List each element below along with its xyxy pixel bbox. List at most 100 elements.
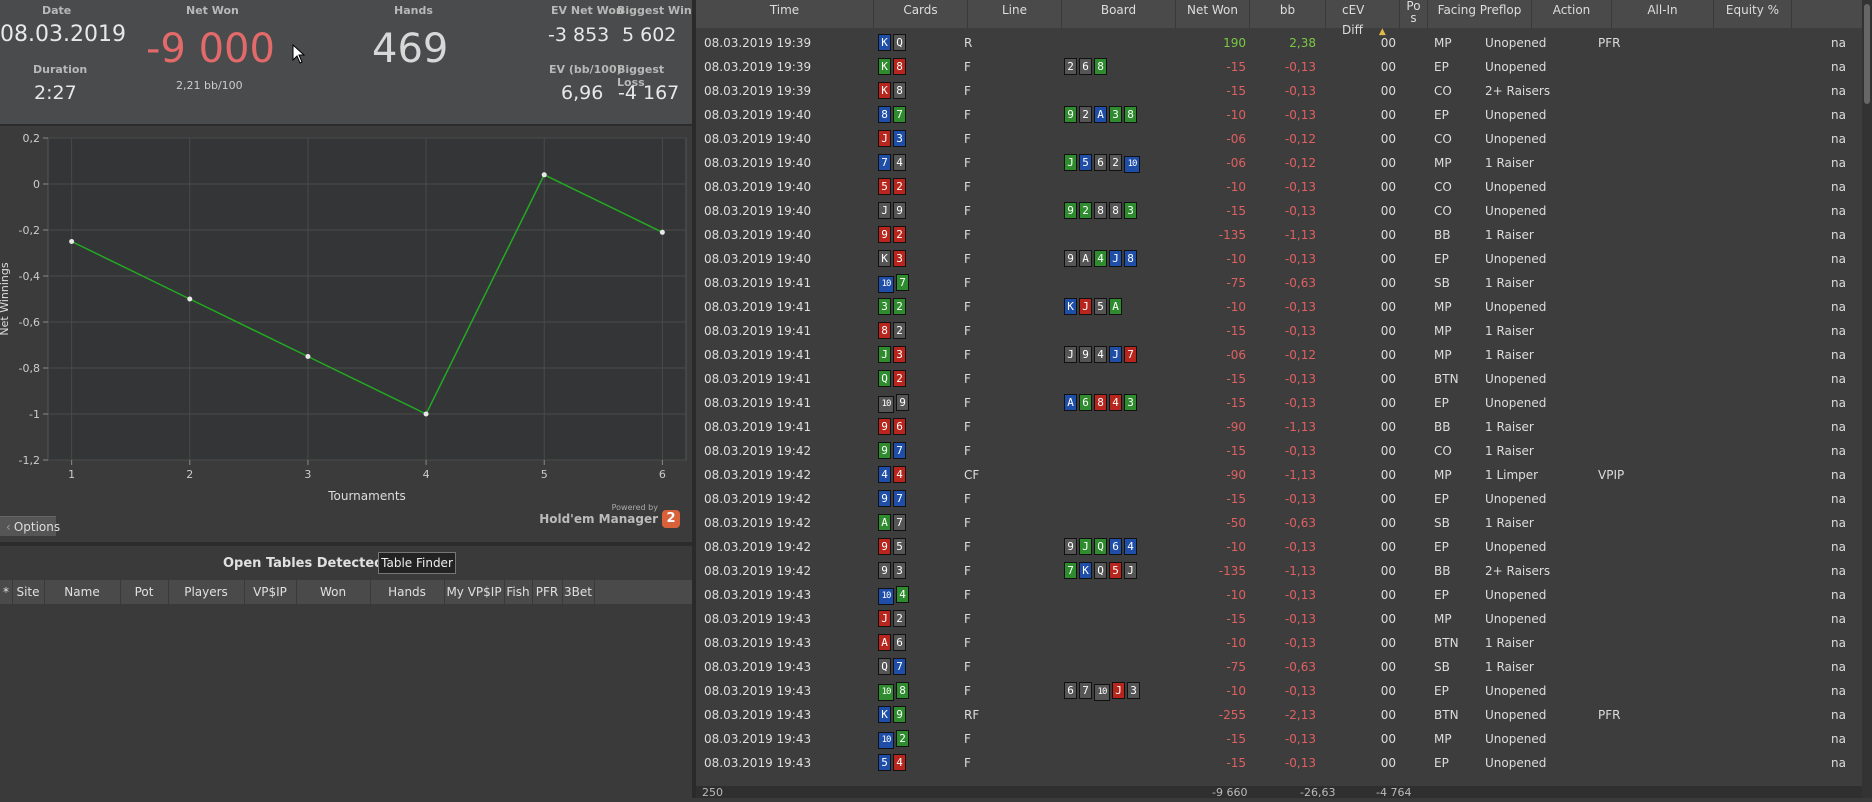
playing-card: 5 — [1109, 562, 1122, 579]
x-tick-label: 6 — [659, 468, 666, 481]
table-row[interactable]: 08.03.2019 19:42 9 5 F 9 J Q 6 4 -10 -0,13 00 EP Unop… — [696, 535, 1862, 559]
col-my-vpip[interactable]: My VP$IP — [444, 580, 505, 604]
table-row[interactable]: 08.03.2019 19:40 K 3 F 9 A 4 J 8 -10 -0,13 00 EP Unop… — [696, 247, 1862, 271]
table-row[interactable]: 08.03.2019 19:39 K 8 F 2 6 8 -15 -0,13 00 EP Unopen… — [696, 55, 1862, 79]
table-row[interactable]: 08.03.2019 19:40 J 9 F 9 2 8 8 3 -15 -0,13 00 CO Unop… — [696, 199, 1862, 223]
table-row[interactable]: 08.03.2019 19:43 10 4 F -10 -0,13 00 EP Unopened… — [696, 583, 1862, 607]
col-star[interactable]: * — [0, 580, 13, 604]
cell-time: 08.03.2019 19:41 — [704, 372, 812, 386]
cell-line: F — [964, 444, 971, 458]
table-row[interactable]: 08.03.2019 19:40 J 3 F -06 -0,12 00 CO Unopened n… — [696, 127, 1862, 151]
cell-facing-preflop: Unopened — [1485, 36, 1547, 50]
cell-action: PFR — [1598, 708, 1621, 722]
table-row[interactable]: 08.03.2019 19:41 10 9 F A 6 8 4 3 -15 -0,13 00 EP Uno… — [696, 391, 1862, 415]
y-tick-label: 0,2 — [23, 132, 41, 145]
cell-hole-cards: 10 8 — [878, 682, 911, 701]
table-row[interactable]: 08.03.2019 19:43 K 9 RF -255 -2,13 00 BTN Unopen… — [696, 703, 1862, 727]
table-row[interactable]: 08.03.2019 19:41 Q 2 F -15 -0,13 00 BTN Unopened… — [696, 367, 1862, 391]
col-bb[interactable]: bb — [1250, 0, 1326, 28]
product-name: Hold'em Manager — [539, 512, 658, 526]
table-row[interactable]: 08.03.2019 19:42 A 7 F -50 -0,63 00 SB 1 Raiser n… — [696, 511, 1862, 535]
table-row[interactable]: 08.03.2019 19:43 A 6 F -10 -0,13 00 BTN 1 Raiser… — [696, 631, 1862, 655]
vertical-scrollbar[interactable] — [1862, 0, 1872, 798]
cell-equity: na — [1831, 468, 1846, 482]
col-pfr[interactable]: PFR — [532, 580, 563, 604]
col-name[interactable]: Name — [44, 580, 121, 604]
playing-card: 3 — [1127, 682, 1140, 699]
table-row[interactable]: 08.03.2019 19:43 J 2 F -15 -0,13 00 MP Unopened n… — [696, 607, 1862, 631]
playing-card: 10 — [878, 276, 894, 293]
col-3bet[interactable]: 3Bet — [562, 580, 595, 604]
table-row[interactable]: 08.03.2019 19:43 Q 7 F -75 -0,63 00 SB 1 Raiser n… — [696, 655, 1862, 679]
biggest-win-label: Biggest Win — [617, 4, 692, 17]
cell-facing-preflop: 1 Limper — [1485, 468, 1539, 482]
playing-card: J — [1109, 250, 1122, 267]
options-button[interactable]: ‹ Options — [0, 516, 60, 536]
table-row[interactable]: 08.03.2019 19:40 8 7 F 9 2 A 3 8 -10 -0,13 00 EP Unop… — [696, 103, 1862, 127]
col-board[interactable]: Board — [1062, 0, 1176, 28]
playing-card: 7 — [893, 106, 906, 123]
scrollbar-thumb[interactable] — [1864, 4, 1870, 104]
table-row[interactable]: 08.03.2019 19:40 9 2 F -135 -1,13 00 BB 1 Raiser… — [696, 223, 1862, 247]
table-row[interactable]: 08.03.2019 19:43 10 8 F 6 7 10 J 3 -10 -0,13 00 EP Un… — [696, 679, 1862, 703]
col-fish[interactable]: Fish — [504, 580, 533, 604]
cell-bb: -0,63 — [1284, 516, 1316, 530]
cell-equity: na — [1831, 492, 1846, 506]
table-row[interactable]: 08.03.2019 19:40 5 2 F -10 -0,13 00 CO Unopened n… — [696, 175, 1862, 199]
col-cev-diff[interactable]: cEV Diff ▲ — [1326, 0, 1400, 37]
table-row[interactable]: 08.03.2019 19:43 10 2 F -15 -0,13 00 MP Unopened… — [696, 727, 1862, 751]
cell-position: CO — [1434, 180, 1452, 194]
col-line[interactable]: Line — [968, 0, 1062, 28]
table-row[interactable]: 08.03.2019 19:42 9 7 F -15 -0,13 00 CO 1 Raiser n… — [696, 439, 1862, 463]
table-row[interactable]: 08.03.2019 19:39 K 8 F -15 -0,13 00 CO 2+ Raiser… — [696, 79, 1862, 103]
table-row[interactable]: 08.03.2019 19:41 9 6 F -90 -1,13 00 BB 1 Raiser n… — [696, 415, 1862, 439]
data-point — [305, 354, 311, 359]
cell-facing-preflop: 1 Raiser — [1485, 156, 1534, 170]
cell-bb: -1,13 — [1284, 468, 1316, 482]
table-row[interactable]: 08.03.2019 19:41 10 7 F -75 -0,63 00 SB 1 Raiser… — [696, 271, 1862, 295]
playing-card: J — [1112, 682, 1125, 699]
series-line — [71, 173, 663, 416]
col-vpip[interactable]: VP$IP — [244, 580, 297, 604]
cell-bb: -0,13 — [1284, 636, 1316, 650]
col-time[interactable]: Time — [696, 0, 874, 28]
powered-by-text: Powered by — [611, 503, 658, 512]
table-row[interactable]: 08.03.2019 19:43 5 4 F -15 -0,13 00 EP Unopened n… — [696, 751, 1862, 775]
playing-card: 7 — [878, 154, 891, 171]
cell-cev-diff: 00 — [1380, 84, 1396, 98]
cell-line: F — [964, 132, 971, 146]
col-equity[interactable]: Equity % — [1714, 0, 1792, 28]
col-cards[interactable]: Cards — [874, 0, 968, 28]
col-won[interactable]: Won — [296, 580, 371, 604]
playing-card: 7 — [896, 274, 909, 291]
cell-line: F — [964, 372, 971, 386]
table-row[interactable]: 08.03.2019 19:42 9 7 F -15 -0,13 00 EP Unopened n… — [696, 487, 1862, 511]
table-row[interactable]: 08.03.2019 19:42 9 3 F 7 K Q 5 J -135 -1,13 00 BB 2+ … — [696, 559, 1862, 583]
table-row[interactable]: 08.03.2019 19:40 7 4 F J 5 6 2 10 -06 -0,12 00 MP 1 R… — [696, 151, 1862, 175]
playing-card: 8 — [1124, 106, 1137, 123]
table-finder-button[interactable]: Table Finder — [378, 552, 456, 574]
table-row[interactable]: 08.03.2019 19:39 K Q R 190 2,38 00 MP Unopened PF… — [696, 31, 1862, 55]
table-row[interactable]: 08.03.2019 19:42 4 4 CF -90 -1,13 00 MP 1 Limper… — [696, 463, 1862, 487]
panel-splitter[interactable] — [692, 0, 696, 798]
col-hands[interactable]: Hands — [370, 580, 445, 604]
col-players[interactable]: Players — [168, 580, 245, 604]
col-all-in[interactable]: All-In — [1612, 0, 1714, 28]
playing-card: Q — [878, 370, 891, 387]
net-won-label: Net Won — [186, 4, 239, 17]
table-row[interactable]: 08.03.2019 19:41 3 2 F K J 5 A -10 -0,13 00 MP Unope… — [696, 295, 1862, 319]
col-site[interactable]: Site — [12, 580, 45, 604]
col-action[interactable]: Action — [1532, 0, 1612, 28]
col-pos[interactable]: Po s — [1400, 0, 1428, 28]
y-axis-title: Net Winnings — [0, 262, 11, 335]
col-facing-preflop[interactable]: Facing Preflop — [1428, 0, 1532, 28]
table-row[interactable]: 08.03.2019 19:41 8 2 F -15 -0,13 00 MP 1 Raiser n… — [696, 319, 1862, 343]
cell-position: BTN — [1434, 708, 1459, 722]
table-row[interactable]: 08.03.2019 19:41 J 3 F J 9 4 J 7 -06 -0,12 00 MP 1 Ra… — [696, 343, 1862, 367]
col-net-won[interactable]: Net Won — [1176, 0, 1250, 28]
col-pot[interactable]: Pot — [120, 580, 169, 604]
